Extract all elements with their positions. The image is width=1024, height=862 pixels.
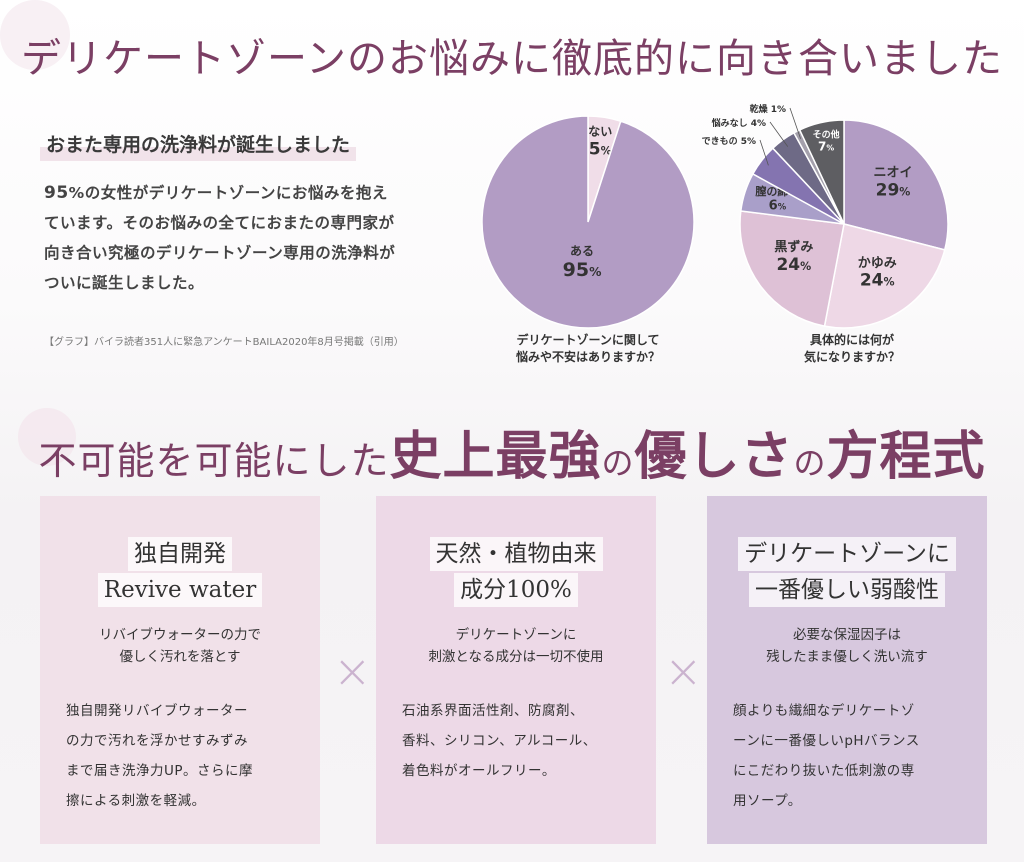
pie2-value-7: 7% bbox=[818, 140, 834, 154]
pie2-label-5: 悩みなし 4% bbox=[711, 117, 766, 129]
pie2-label-7: その他 bbox=[813, 128, 840, 140]
card1-sub-line2: 優しく汚れを落とす bbox=[119, 649, 241, 665]
card1-subtitle: リバイブウォーターの力で 優しく汚れを落とす bbox=[40, 624, 320, 668]
headline2-formula: 方程式 bbox=[826, 426, 986, 487]
card1-title-line2: Revive water bbox=[97, 573, 263, 607]
card3-body-line1: 顔よりも繊細なデリケートゾ bbox=[733, 703, 915, 719]
intro-text: 95%の女性がデリケートゾーンにお悩みを抱え ています。そのお悩みの全てにおまた… bbox=[44, 178, 474, 298]
card3-title: デリケートゾーンに 一番優しい弱酸性 bbox=[707, 536, 987, 608]
headline2-part1: 不可能を可能にした bbox=[38, 439, 390, 483]
card2-title-line2: 成分100% bbox=[454, 573, 578, 607]
pie2-slice-2 bbox=[739, 210, 845, 328]
pie2-caption-line2: 気になりますか？ bbox=[803, 350, 900, 364]
card1-body-line1: 独自開発リバイブウォーター bbox=[66, 703, 248, 719]
pie2-leader-6 bbox=[789, 107, 801, 139]
card3-title-line2: 一番優しい弱酸性 bbox=[749, 573, 945, 607]
pie2-value-2: 24% bbox=[776, 255, 811, 275]
feature-card-weak-acid: デリケートゾーンに 一番優しい弱酸性 必要な保湿因子は 残したまま優しく洗い流す… bbox=[707, 496, 987, 844]
pie1-caption-line2: 悩みや不安はありますか？ bbox=[515, 350, 660, 364]
card3-body: 顔よりも繊細なデリケートゾ ーンに一番優しいpHバランス にこだわり抜いた低刺激… bbox=[733, 696, 963, 816]
pie1-caption-line1: デリケートゾーンに関して bbox=[516, 333, 660, 347]
intro-line-1-rest: %の女性がデリケートゾーンにお悩みを抱え bbox=[68, 184, 388, 202]
feature-card-natural: 天然・植物由来 成分100% デリケートゾーンに 刺激となる成分は一切不使用 石… bbox=[376, 496, 656, 844]
card1-sub-line1: リバイブウォーターの力で bbox=[99, 627, 261, 643]
card3-body-line3: にこだわり抜いた低刺激の専 bbox=[733, 763, 915, 779]
percent-highlight: 95 bbox=[44, 183, 69, 203]
pie2-value-1: 24% bbox=[860, 271, 895, 291]
card3-subtitle: 必要な保湿因子は 残したまま優しく洗い流す bbox=[707, 624, 987, 668]
pie1-value-0: 5% bbox=[589, 139, 612, 159]
card3-title-line1: デリケートゾーンに bbox=[738, 537, 956, 571]
pie2-caption: 具体的には何が 気になりますか？ bbox=[742, 332, 962, 366]
pie1-slice-1 bbox=[481, 115, 695, 329]
decor-circle-mid bbox=[18, 408, 76, 466]
card1-body-line4: 擦による刺激を軽減。 bbox=[66, 793, 206, 809]
card3-sub-line1: 必要な保湿因子は bbox=[793, 627, 901, 643]
card2-sub-line2: 刺激となる成分は一切不使用 bbox=[428, 649, 604, 665]
pie2-leader-4 bbox=[759, 139, 769, 166]
card1-title: 独自開発 Revive water bbox=[40, 536, 320, 608]
pie2-caption-line1: 具体的には何が bbox=[809, 333, 894, 347]
pie2-leader-5 bbox=[769, 121, 789, 147]
pie1-label-1: ある bbox=[570, 244, 594, 258]
card3-sub-line2: 残したまま優しく洗い流す bbox=[766, 649, 928, 665]
pie2-label-1: かゆみ bbox=[858, 256, 897, 271]
card2-body: 石油系界面活性剤、防腐剤、 香料、シリコン、アルコール、 着色料がオールフリー。 bbox=[402, 696, 632, 786]
card3-body-line2: ーンに一番優しいpHバランス bbox=[733, 733, 920, 749]
pie2-value-0: 29% bbox=[876, 180, 911, 200]
pie2-slice-1 bbox=[823, 223, 946, 329]
intro-line-4: ついに誕生しました。 bbox=[44, 274, 205, 292]
intro-line-2: ています。そのお悩みの全てにおまたの専門家が bbox=[44, 214, 395, 232]
headline-top: デリケートゾーンのお悩みに徹底的に向き合いました bbox=[21, 36, 1003, 82]
headline2-strongest: 史上最強 bbox=[389, 426, 602, 487]
card1-body-line3: まで届き洗浄力UP。さらに摩 bbox=[66, 763, 254, 779]
card2-body-line1: 石油系界面活性剤、防腐剤、 bbox=[402, 703, 584, 719]
intro-line-1: 95%の女性がデリケートゾーンにお悩みを抱え bbox=[44, 178, 474, 208]
times-symbol-2: × bbox=[664, 644, 703, 698]
decor-circle-top bbox=[0, 0, 70, 70]
card2-title: 天然・植物由来 成分100% bbox=[376, 536, 656, 608]
card3-body-line4: 用ソープ。 bbox=[733, 793, 802, 809]
headline-formula: 不可能を可能にした史上最強の優しさの方程式 bbox=[0, 414, 1024, 489]
card1-body: 独自開発リバイブウォーター の力で汚れを浮かせすみずみ まで届き洗浄力UP。さら… bbox=[66, 696, 296, 816]
pie2-slice-7 bbox=[798, 119, 845, 225]
pie2-label-4: できもの 5% bbox=[702, 136, 756, 147]
card2-body-line3: 着色料がオールフリー。 bbox=[402, 763, 556, 779]
card2-subtitle: デリケートゾーンに 刺激となる成分は一切不使用 bbox=[376, 624, 656, 668]
times-symbol-1: × bbox=[333, 644, 372, 698]
pie1-caption: デリケートゾーンに関して 悩みや不安はありますか？ bbox=[478, 332, 698, 366]
pie1-value-1: 95% bbox=[563, 259, 602, 281]
intro-line-3: 向き合い究極のデリケートゾーン専用の洗浄料が bbox=[44, 244, 396, 262]
subheading: おまた専用の洗浄料が誕生しました bbox=[40, 130, 357, 161]
pie2-label-0: ニオイ bbox=[873, 166, 912, 181]
feature-card-revive-water: 独自開発 Revive water リバイブウォーターの力で 優しく汚れを落とす… bbox=[40, 496, 320, 844]
pie2-value-3: 6% bbox=[769, 199, 787, 214]
headline2-part3: の bbox=[601, 444, 635, 482]
graph-source-note: 【グラフ】バイラ読者351人に緊急アンケートBAILA2020年8月号掲載（引用… bbox=[44, 337, 404, 348]
card1-body-line2: の力で汚れを浮かせすみずみ bbox=[66, 733, 248, 749]
headline2-part5: の bbox=[793, 444, 827, 482]
card2-body-line2: 香料、シリコン、アルコール、 bbox=[402, 733, 597, 749]
headline2-gentleness: 優しさ bbox=[634, 426, 794, 487]
pie2-label-2: 黒ずみ bbox=[774, 239, 813, 255]
card2-title-line1: 天然・植物由来 bbox=[429, 537, 603, 571]
pie2-label-6: 乾燥 1% bbox=[750, 103, 786, 115]
card1-title-line1: 独自開発 bbox=[128, 537, 232, 571]
card2-sub-line1: デリケートゾーンに bbox=[455, 627, 577, 643]
pie2-slice-0 bbox=[843, 119, 949, 251]
pie1-label-0: ない bbox=[588, 125, 612, 139]
